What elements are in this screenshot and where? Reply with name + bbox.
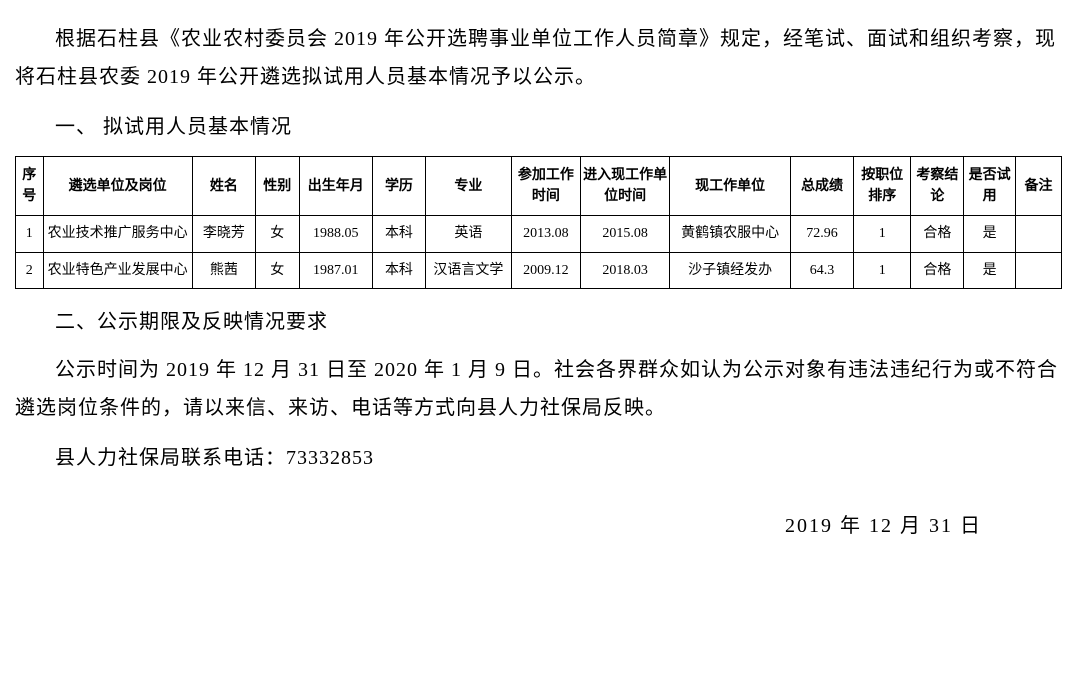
cell-ctime: 2015.08 (580, 216, 670, 253)
header-rank: 按职位排序 (854, 157, 911, 216)
header-unit: 遴选单位及岗位 (43, 157, 192, 216)
cell-rank: 1 (854, 216, 911, 253)
cell-rank: 1 (854, 252, 911, 289)
cell-birth: 1988.05 (299, 216, 372, 253)
header-major: 专业 (425, 157, 511, 216)
cell-name: 熊茜 (192, 252, 255, 289)
cell-unit: 农业特色产业发展中心 (43, 252, 192, 289)
section-title-2: 二、公示期限及反映情况要求 (15, 303, 1062, 341)
header-ctime: 进入现工作单位时间 (580, 157, 670, 216)
cell-name: 李晓芳 (192, 216, 255, 253)
cell-score: 72.96 (790, 216, 853, 253)
cell-ctime: 2018.03 (580, 252, 670, 289)
cell-exam: 合格 (911, 216, 964, 253)
header-wtime: 参加工作时间 (511, 157, 580, 216)
header-exam: 考察结论 (911, 157, 964, 216)
cell-cunit: 黄鹤镇农服中心 (670, 216, 791, 253)
cell-trial: 是 (964, 216, 1016, 253)
header-birth: 出生年月 (299, 157, 372, 216)
header-seq: 序号 (16, 157, 44, 216)
date-line: 2019 年 12 月 31 日 (15, 507, 1062, 545)
table-row: 1 农业技术推广服务中心 李晓芳 女 1988.05 本科 英语 2013.08… (16, 216, 1062, 253)
header-sex: 性别 (255, 157, 299, 216)
personnel-table: 序号 遴选单位及岗位 姓名 性别 出生年月 学历 专业 参加工作时间 进入现工作… (15, 156, 1062, 289)
cell-edu: 本科 (373, 252, 426, 289)
contact-paragraph: 县人力社保局联系电话：73332853 (15, 439, 1062, 477)
cell-trial: 是 (964, 252, 1016, 289)
header-name: 姓名 (192, 157, 255, 216)
cell-major: 汉语言文学 (425, 252, 511, 289)
cell-edu: 本科 (373, 216, 426, 253)
cell-note (1015, 252, 1061, 289)
section-title-1: 一、 拟试用人员基本情况 (15, 108, 1062, 146)
header-note: 备注 (1015, 157, 1061, 216)
cell-unit: 农业技术推广服务中心 (43, 216, 192, 253)
cell-exam: 合格 (911, 252, 964, 289)
cell-score: 64.3 (790, 252, 853, 289)
cell-wtime: 2009.12 (511, 252, 580, 289)
table-header-row: 序号 遴选单位及岗位 姓名 性别 出生年月 学历 专业 参加工作时间 进入现工作… (16, 157, 1062, 216)
intro-paragraph: 根据石柱县《农业农村委员会 2019 年公开选聘事业单位工作人员简章》规定，经笔… (15, 20, 1062, 96)
table-row: 2 农业特色产业发展中心 熊茜 女 1987.01 本科 汉语言文学 2009.… (16, 252, 1062, 289)
cell-cunit: 沙子镇经发办 (670, 252, 791, 289)
cell-sex: 女 (255, 252, 299, 289)
cell-seq: 2 (16, 252, 44, 289)
header-score: 总成绩 (790, 157, 853, 216)
cell-wtime: 2013.08 (511, 216, 580, 253)
header-trial: 是否试用 (964, 157, 1016, 216)
cell-sex: 女 (255, 216, 299, 253)
header-edu: 学历 (373, 157, 426, 216)
cell-note (1015, 216, 1061, 253)
cell-seq: 1 (16, 216, 44, 253)
header-cunit: 现工作单位 (670, 157, 791, 216)
cell-birth: 1987.01 (299, 252, 372, 289)
notice-period-paragraph: 公示时间为 2019 年 12 月 31 日至 2020 年 1 月 9 日。社… (15, 351, 1062, 427)
cell-major: 英语 (425, 216, 511, 253)
